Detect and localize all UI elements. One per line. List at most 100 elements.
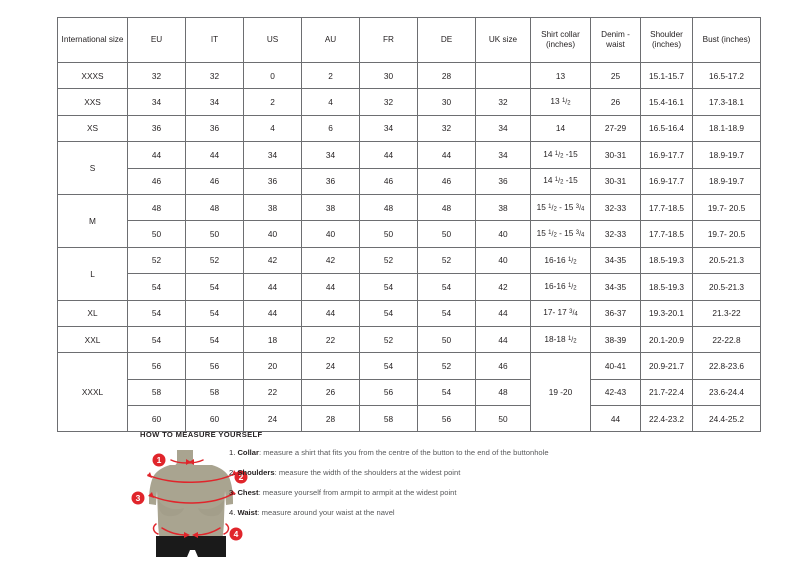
cell-denim: 26 [590,88,641,116]
cell-de: 54 [417,378,476,407]
column-header-au: AU [301,17,360,63]
cell-au: 4 [301,88,360,116]
cell-eu: 54 [127,325,186,354]
cell-fr: 48 [359,193,418,222]
cell-fr: 54 [359,352,418,380]
cell-it: 54 [185,273,244,301]
cell-de: 54 [417,299,476,327]
table-row: XL 54 54 44 44 54 54 44 17- 17 3/4 36-37 19.3-20.1… [57,299,761,327]
cell-it: 54 [185,299,244,327]
cell-denim: 30-31 [590,141,641,169]
measure-item-number: 1. [229,448,238,457]
cell-fr: 34 [359,114,418,143]
cell-shoulder: 16.9-17.7 [640,141,693,169]
cell-it: 48 [185,193,244,222]
cell-fr: 52 [359,325,418,354]
cell-denim: 34-35 [590,273,641,301]
table-body: XXXS 32 32 0 2 30 28 13 25 15.1-15.7 16.5-17.2 XXS 3… [57,61,761,433]
column-header-eu: EU [127,17,186,63]
cell-eu: 32 [127,61,186,90]
cell-de: 44 [417,141,476,169]
cell-uk: 34 [475,141,531,169]
cell-international-size: XS [57,114,128,143]
table-header: International size EU IT US AU FR DE UK … [57,17,761,63]
cell-eu: 60 [127,405,186,433]
cell-denim: 25 [590,61,641,90]
measure-item-number: 4. [229,508,238,518]
cell-bust: 18.9-19.7 [692,141,761,169]
cell-shoulder: 20.1-20.9 [640,325,693,354]
cell-collar: 16-16 1/2 [530,246,591,275]
cell-uk: 42 [475,273,531,301]
cell-it: 50 [185,220,244,248]
cell-uk [475,61,531,90]
cell-eu: 34 [127,88,186,116]
cell-international-size: L [57,246,128,301]
cell-eu: 44 [127,141,186,169]
torso-measurement-illustration: 1 2 3 4 [130,448,252,566]
cell-it: 32 [185,61,244,90]
table-row: XXXS 32 32 0 2 30 28 13 25 15.1-15.7 16.5-17.2 [57,61,761,90]
cell-international-size: XL [57,299,128,327]
cell-de: 52 [417,352,476,380]
cell-it: 54 [185,325,244,354]
cell-denim: 27-29 [590,114,641,143]
shorts-shape [156,536,226,557]
table-row: L 52 52 42 42 52 52 40 16-16 1/2 34-35 18.5-19.3 20… [57,246,761,301]
cell-collar: 17- 17 3/4 [530,299,591,327]
cell-au: 40 [301,220,360,248]
waist-arrow-head-left [184,532,190,538]
measure-instruction-item: 4. Waist: measure around your waist at t… [229,509,759,517]
cell-us: 44 [243,273,302,301]
column-header-uk: UK size [475,17,531,63]
measure-instruction-item: 3. Chest: measure yourself from armpit t… [229,489,759,497]
cell-au: 6 [301,114,360,143]
table-row: XXL 54 54 18 22 52 50 44 18-18 1/2 38-39 20.1-20.9… [57,325,761,354]
cell-denim: 30-31 [590,167,641,195]
cell-eu: 54 [127,299,186,327]
cell-international-size: S [57,141,128,195]
cell-denim: 32-33 [590,220,641,248]
cell-denim: 44 [590,405,641,433]
waist-arrow-head-right [192,532,198,538]
cell-collar: 14 1/2 -15 [530,167,591,195]
cell-eu: 52 [127,246,186,275]
cell-us: 2 [243,88,302,116]
table-row: 60 60 24 28 58 56 50 44 22.4-23.2 24.4-25.2 [58,405,761,433]
cell-shoulder: 15.4-16.1 [640,88,693,116]
cell-de: 52 [417,246,476,275]
table-row: XS 36 36 4 6 34 32 34 14 27-29 16.5-16.4 18.1-18.9 [57,114,761,143]
table-row: 50 50 40 40 50 50 40 15 1/2 - 15 3/4 32-33 17.7-1… [58,220,761,248]
cell-shoulder: 22.4-23.2 [640,405,693,433]
collar-arrow-head-right [189,459,194,465]
cell-au: 36 [301,167,360,195]
measure-item-text: : measure a shirt that fits you from the… [258,448,549,457]
cell-shoulder: 17.7-18.5 [640,220,693,248]
cell-denim: 34-35 [590,246,641,275]
cell-it: 34 [185,88,244,116]
chest-arrow-head-right [230,490,236,496]
cell-fr: 54 [359,299,418,327]
cell-de: 56 [417,405,476,433]
cell-shoulder: 20.9-21.7 [640,352,693,380]
cell-eu: 54 [127,273,186,301]
how-to-measure-section: HOW TO MEASURE YOURSELF [57,430,757,566]
cell-uk: 46 [475,352,531,380]
svg-text:1: 1 [157,455,162,465]
cell-de: 28 [417,61,476,90]
cell-denim: 42-43 [590,378,641,407]
cell-us: 44 [243,299,302,327]
cell-shoulder: 15.1-15.7 [640,61,693,90]
cell-de: 30 [417,88,476,116]
collar-arrow-head-left [186,459,191,465]
measure-item-term: Chest [237,488,259,498]
svg-text:3: 3 [136,493,141,503]
cell-collar: 18-18 1/2 [530,325,591,354]
table-row: 54 54 44 44 54 54 42 16-16 1/2 34-35 18.5-19.3 20.… [58,273,761,301]
cell-collar: 15 1/2 - 15 3/4 [530,220,591,248]
cell-de: 48 [417,193,476,222]
cell-international-size: M [57,193,128,248]
cell-eu: 46 [127,167,186,195]
torso-figure-svg: 1 2 3 4 [131,450,248,557]
cell-collar: 13 1/2 [530,88,591,116]
